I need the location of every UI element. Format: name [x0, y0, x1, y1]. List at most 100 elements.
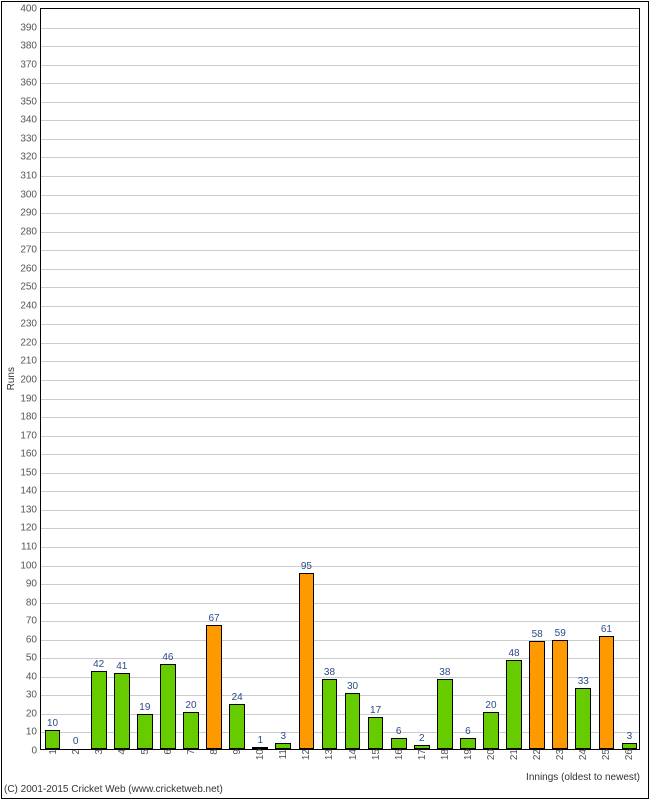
gridline — [41, 139, 639, 140]
y-tick-label: 160 — [20, 449, 41, 460]
gridline — [41, 695, 639, 696]
gridline — [41, 343, 639, 344]
gridline — [41, 232, 639, 233]
gridline — [41, 157, 639, 158]
gridline — [41, 732, 639, 733]
y-tick-label: 270 — [20, 245, 41, 256]
y-tick-label: 250 — [20, 282, 41, 293]
bar-value-label: 20 — [185, 700, 196, 713]
y-tick-label: 170 — [20, 430, 41, 441]
bar: 48 — [506, 660, 522, 749]
y-tick-label: 360 — [20, 78, 41, 89]
gridline — [41, 547, 639, 548]
gridline — [41, 269, 639, 270]
bar: 58 — [529, 641, 545, 749]
gridline — [41, 102, 639, 103]
gridline — [41, 46, 639, 47]
y-tick-label: 110 — [21, 541, 41, 552]
x-tick-label: 11 — [278, 749, 289, 763]
x-axis-title: Innings (oldest to newest) — [526, 772, 640, 783]
x-tick-label: 1 — [48, 749, 59, 759]
bar-value-label: 95 — [301, 561, 312, 574]
x-tick-label: 5 — [140, 749, 151, 759]
bar: 20 — [483, 712, 499, 749]
bar-value-label: 3 — [627, 731, 633, 744]
bar-value-label: 46 — [162, 652, 173, 665]
gridline — [41, 640, 639, 641]
y-tick-label: 230 — [20, 319, 41, 330]
bar-value-label: 33 — [578, 676, 589, 689]
bar: 67 — [206, 625, 222, 749]
bar-value-label: 6 — [396, 726, 402, 739]
bar-value-label: 41 — [116, 661, 127, 674]
y-tick-label: 380 — [20, 41, 41, 52]
x-tick-label: 3 — [94, 749, 105, 759]
x-tick-label: 19 — [463, 749, 474, 764]
bar: 30 — [345, 693, 361, 749]
x-tick-label: 17 — [417, 749, 428, 764]
y-tick-label: 150 — [20, 467, 41, 478]
y-tick-label: 190 — [20, 393, 41, 404]
gridline — [41, 65, 639, 66]
y-tick-label: 40 — [26, 671, 41, 682]
gridline — [41, 473, 639, 474]
x-tick-label: 21 — [509, 749, 520, 764]
bar: 19 — [137, 714, 153, 749]
y-tick-label: 280 — [20, 226, 41, 237]
bar: 6 — [391, 738, 407, 749]
y-tick-label: 50 — [26, 653, 41, 664]
x-tick-label: 26 — [624, 749, 635, 764]
x-tick-label: 25 — [601, 749, 612, 764]
bar: 42 — [91, 671, 107, 749]
bar-value-label: 38 — [439, 667, 450, 680]
bar: 59 — [552, 640, 568, 749]
bar-value-label: 10 — [47, 718, 58, 731]
x-tick-label: 16 — [394, 749, 405, 764]
gridline — [41, 566, 639, 567]
x-tick-label: 24 — [578, 749, 589, 764]
bar-value-label: 1 — [257, 735, 263, 748]
x-tick-label: 18 — [440, 749, 451, 764]
y-tick-label: 290 — [20, 208, 41, 219]
x-tick-label: 7 — [186, 749, 197, 759]
bar: 17 — [368, 717, 384, 749]
y-tick-label: 200 — [20, 375, 41, 386]
bar: 6 — [460, 738, 476, 749]
gridline — [41, 306, 639, 307]
y-tick-label: 130 — [20, 504, 41, 515]
x-tick-label: 2 — [71, 749, 82, 759]
gridline — [41, 714, 639, 715]
gridline — [41, 176, 639, 177]
bar-value-label: 6 — [465, 726, 471, 739]
gridline — [41, 399, 639, 400]
gridline — [41, 491, 639, 492]
chart-footer: (C) 2001-2015 Cricket Web (www.cricketwe… — [4, 784, 223, 795]
y-tick-label: 90 — [26, 579, 41, 590]
x-tick-label: 15 — [371, 749, 382, 764]
gridline — [41, 417, 639, 418]
gridline — [41, 195, 639, 196]
bar: 20 — [183, 712, 199, 749]
bar: 10 — [45, 730, 61, 749]
y-tick-label: 220 — [20, 337, 41, 348]
x-tick-label: 22 — [532, 749, 543, 764]
y-tick-label: 0 — [31, 746, 41, 757]
y-tick-label: 350 — [20, 96, 41, 107]
gridline — [41, 83, 639, 84]
gridline — [41, 120, 639, 121]
y-tick-label: 300 — [20, 189, 41, 200]
bar: 33 — [575, 688, 591, 749]
y-tick-label: 30 — [26, 690, 41, 701]
bar-value-label: 19 — [139, 702, 150, 715]
y-tick-label: 400 — [20, 4, 41, 15]
y-tick-label: 370 — [20, 59, 41, 70]
y-tick-label: 390 — [20, 22, 41, 33]
x-tick-label: 12 — [301, 749, 312, 764]
x-tick-label: 10 — [255, 749, 266, 764]
y-tick-label: 180 — [20, 412, 41, 423]
gridline — [41, 436, 639, 437]
gridline — [41, 454, 639, 455]
gridline — [41, 621, 639, 622]
gridline — [41, 658, 639, 659]
gridline — [41, 250, 639, 251]
